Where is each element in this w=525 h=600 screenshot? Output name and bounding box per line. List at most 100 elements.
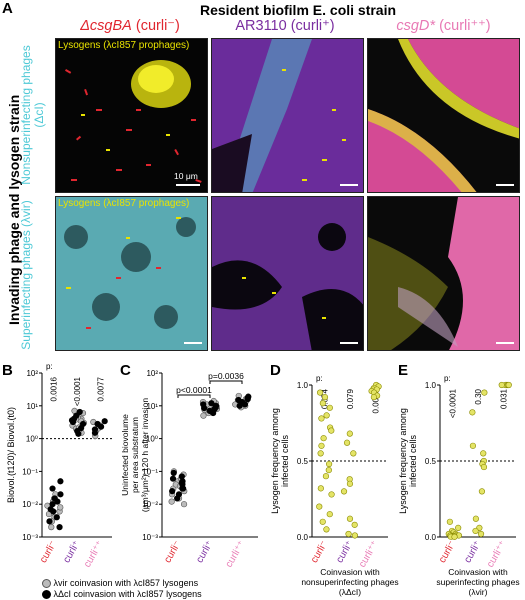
y-tick-label-C: 10⁻² (142, 500, 158, 509)
p-label-B: p: (46, 362, 53, 371)
data-point-D (318, 442, 325, 449)
data-point-E (446, 518, 453, 525)
data-point-B (68, 417, 76, 424)
data-point-E (469, 409, 476, 416)
data-point-C (244, 396, 251, 403)
micro-r1c1: Lysogens (λcI857 prophages) 10 μm (55, 38, 208, 193)
x-category-C: curli⁻ (162, 539, 183, 565)
chart-c: 10⁻³ 10⁻² 10⁻¹ 10⁰ 10¹ 10² Uninfected biovolum… (120, 369, 258, 570)
legend-black: λΔcI coinvasion with λcI857 lysogens (42, 589, 202, 600)
data-point-D (325, 467, 332, 474)
row-label-1: Nonsuperinfecting phages (ΔcI) (19, 45, 46, 185)
y-tick-label-C: 10² (146, 369, 158, 378)
data-point-E (469, 442, 477, 449)
data-point-C (169, 475, 177, 482)
data-point-C (180, 501, 188, 508)
data-point-B (57, 491, 64, 498)
y-tick-label-E: 0.0 (425, 533, 437, 542)
y-tick-label-D: 1.0 (297, 381, 309, 390)
y-axis-label-D: infected cells (280, 434, 290, 487)
bracket-C (209, 380, 243, 384)
x-category-B: curli⁻ (38, 539, 59, 565)
data-point-E (478, 488, 486, 495)
data-point-D (340, 488, 348, 495)
data-point-D (346, 480, 354, 487)
data-point-D (328, 491, 335, 498)
y-tick-label-D: 0.5 (297, 457, 309, 466)
data-point-D (346, 515, 354, 522)
data-point-D (320, 435, 327, 442)
data-point-B (91, 426, 99, 433)
y-axis-label-E: infected cells (408, 434, 418, 487)
col-header-1: ΔcsgBA (curli⁻) (80, 18, 180, 34)
data-point-C (180, 485, 187, 492)
data-point-E (477, 530, 485, 538)
data-point-D (326, 511, 333, 518)
p-value-E: <0.0001 (449, 388, 458, 418)
data-point-C (235, 396, 242, 404)
data-point-B (48, 524, 55, 531)
x-axis-label-E: (λvir) (469, 587, 488, 597)
y-tick-label-C: 10¹ (146, 402, 158, 411)
micro-r2c3-canvas (368, 197, 519, 350)
data-point-D (326, 404, 333, 411)
data-point-D (319, 400, 326, 407)
data-point-B (57, 504, 64, 511)
data-point-E (480, 450, 487, 457)
data-point-C (200, 412, 207, 419)
p-value-E: 0.30 (474, 388, 483, 404)
x-axis-label-D: nonsuperinfecting phages (301, 577, 398, 587)
column-title: Resident biofilm E. coli strain (200, 2, 397, 18)
data-point-D (343, 439, 351, 446)
panel-d-letter: D (270, 362, 281, 379)
data-point-B (56, 524, 63, 531)
data-point-D (322, 473, 330, 480)
data-point-E (472, 527, 479, 535)
panel-c-letter: C (120, 362, 131, 379)
data-point-D (323, 526, 330, 533)
data-point-C (208, 400, 215, 407)
y-axis-label-C: Uninfected biovolume (120, 414, 130, 496)
data-point-C (178, 473, 185, 480)
x-category-B: curli⁺⁺ (82, 539, 106, 570)
x-category-D: curli⁻ (309, 539, 330, 565)
panel-e-letter: E (398, 362, 409, 379)
data-point-C (206, 407, 213, 414)
p-value-E: 0.031 (499, 388, 508, 409)
data-point-B (57, 478, 64, 485)
panel-b-letter: B (2, 362, 13, 379)
bracket-label-C: p=0.0036 (208, 371, 244, 381)
p-value-B: 0.0077 (96, 376, 105, 401)
micro-r2c3 (367, 196, 520, 351)
data-point-E (498, 381, 505, 389)
y-tick-label-C: 10⁻³ (142, 533, 158, 542)
x-category-E: curli⁺ (462, 539, 483, 565)
y-tick-label-E: 1.0 (425, 381, 437, 390)
scale-bar-label: 10 μm (174, 171, 198, 181)
data-point-E (480, 463, 488, 471)
micro-r2c1: Lysogens (λcI857 prophages) (55, 196, 208, 351)
data-point-D (316, 503, 323, 510)
data-point-D (328, 427, 335, 434)
x-axis-label-E: Coinvasion with (448, 567, 508, 577)
data-point-C (236, 402, 243, 409)
micro-r2c2-canvas (212, 223, 363, 350)
y-tick-label-B: 10⁻³ (22, 533, 38, 542)
data-point-B (74, 427, 81, 435)
x-category-D: curli⁺ (334, 539, 355, 565)
y-axis-label-E: Lysogen frequency among (398, 408, 408, 514)
data-point-D (316, 389, 324, 396)
y-tick-label-D: 0.0 (297, 533, 309, 542)
x-category-E: curli⁻ (437, 539, 458, 565)
lysogen-label-r1: Lysogens (λcI857 prophages) (58, 40, 190, 51)
micro-r1c3-canvas (368, 39, 519, 192)
legend-black-marker (42, 590, 51, 600)
data-point-E (505, 381, 512, 389)
p-value-B: 0.0016 (50, 376, 59, 401)
data-point-D (350, 450, 357, 457)
legend-gray: λvir coinvasion with λcI857 lysogens (42, 578, 198, 589)
data-point-C (169, 488, 176, 495)
data-point-C (201, 405, 208, 412)
y-tick-label-C: 10⁰ (146, 435, 158, 444)
data-point-B (50, 508, 57, 515)
